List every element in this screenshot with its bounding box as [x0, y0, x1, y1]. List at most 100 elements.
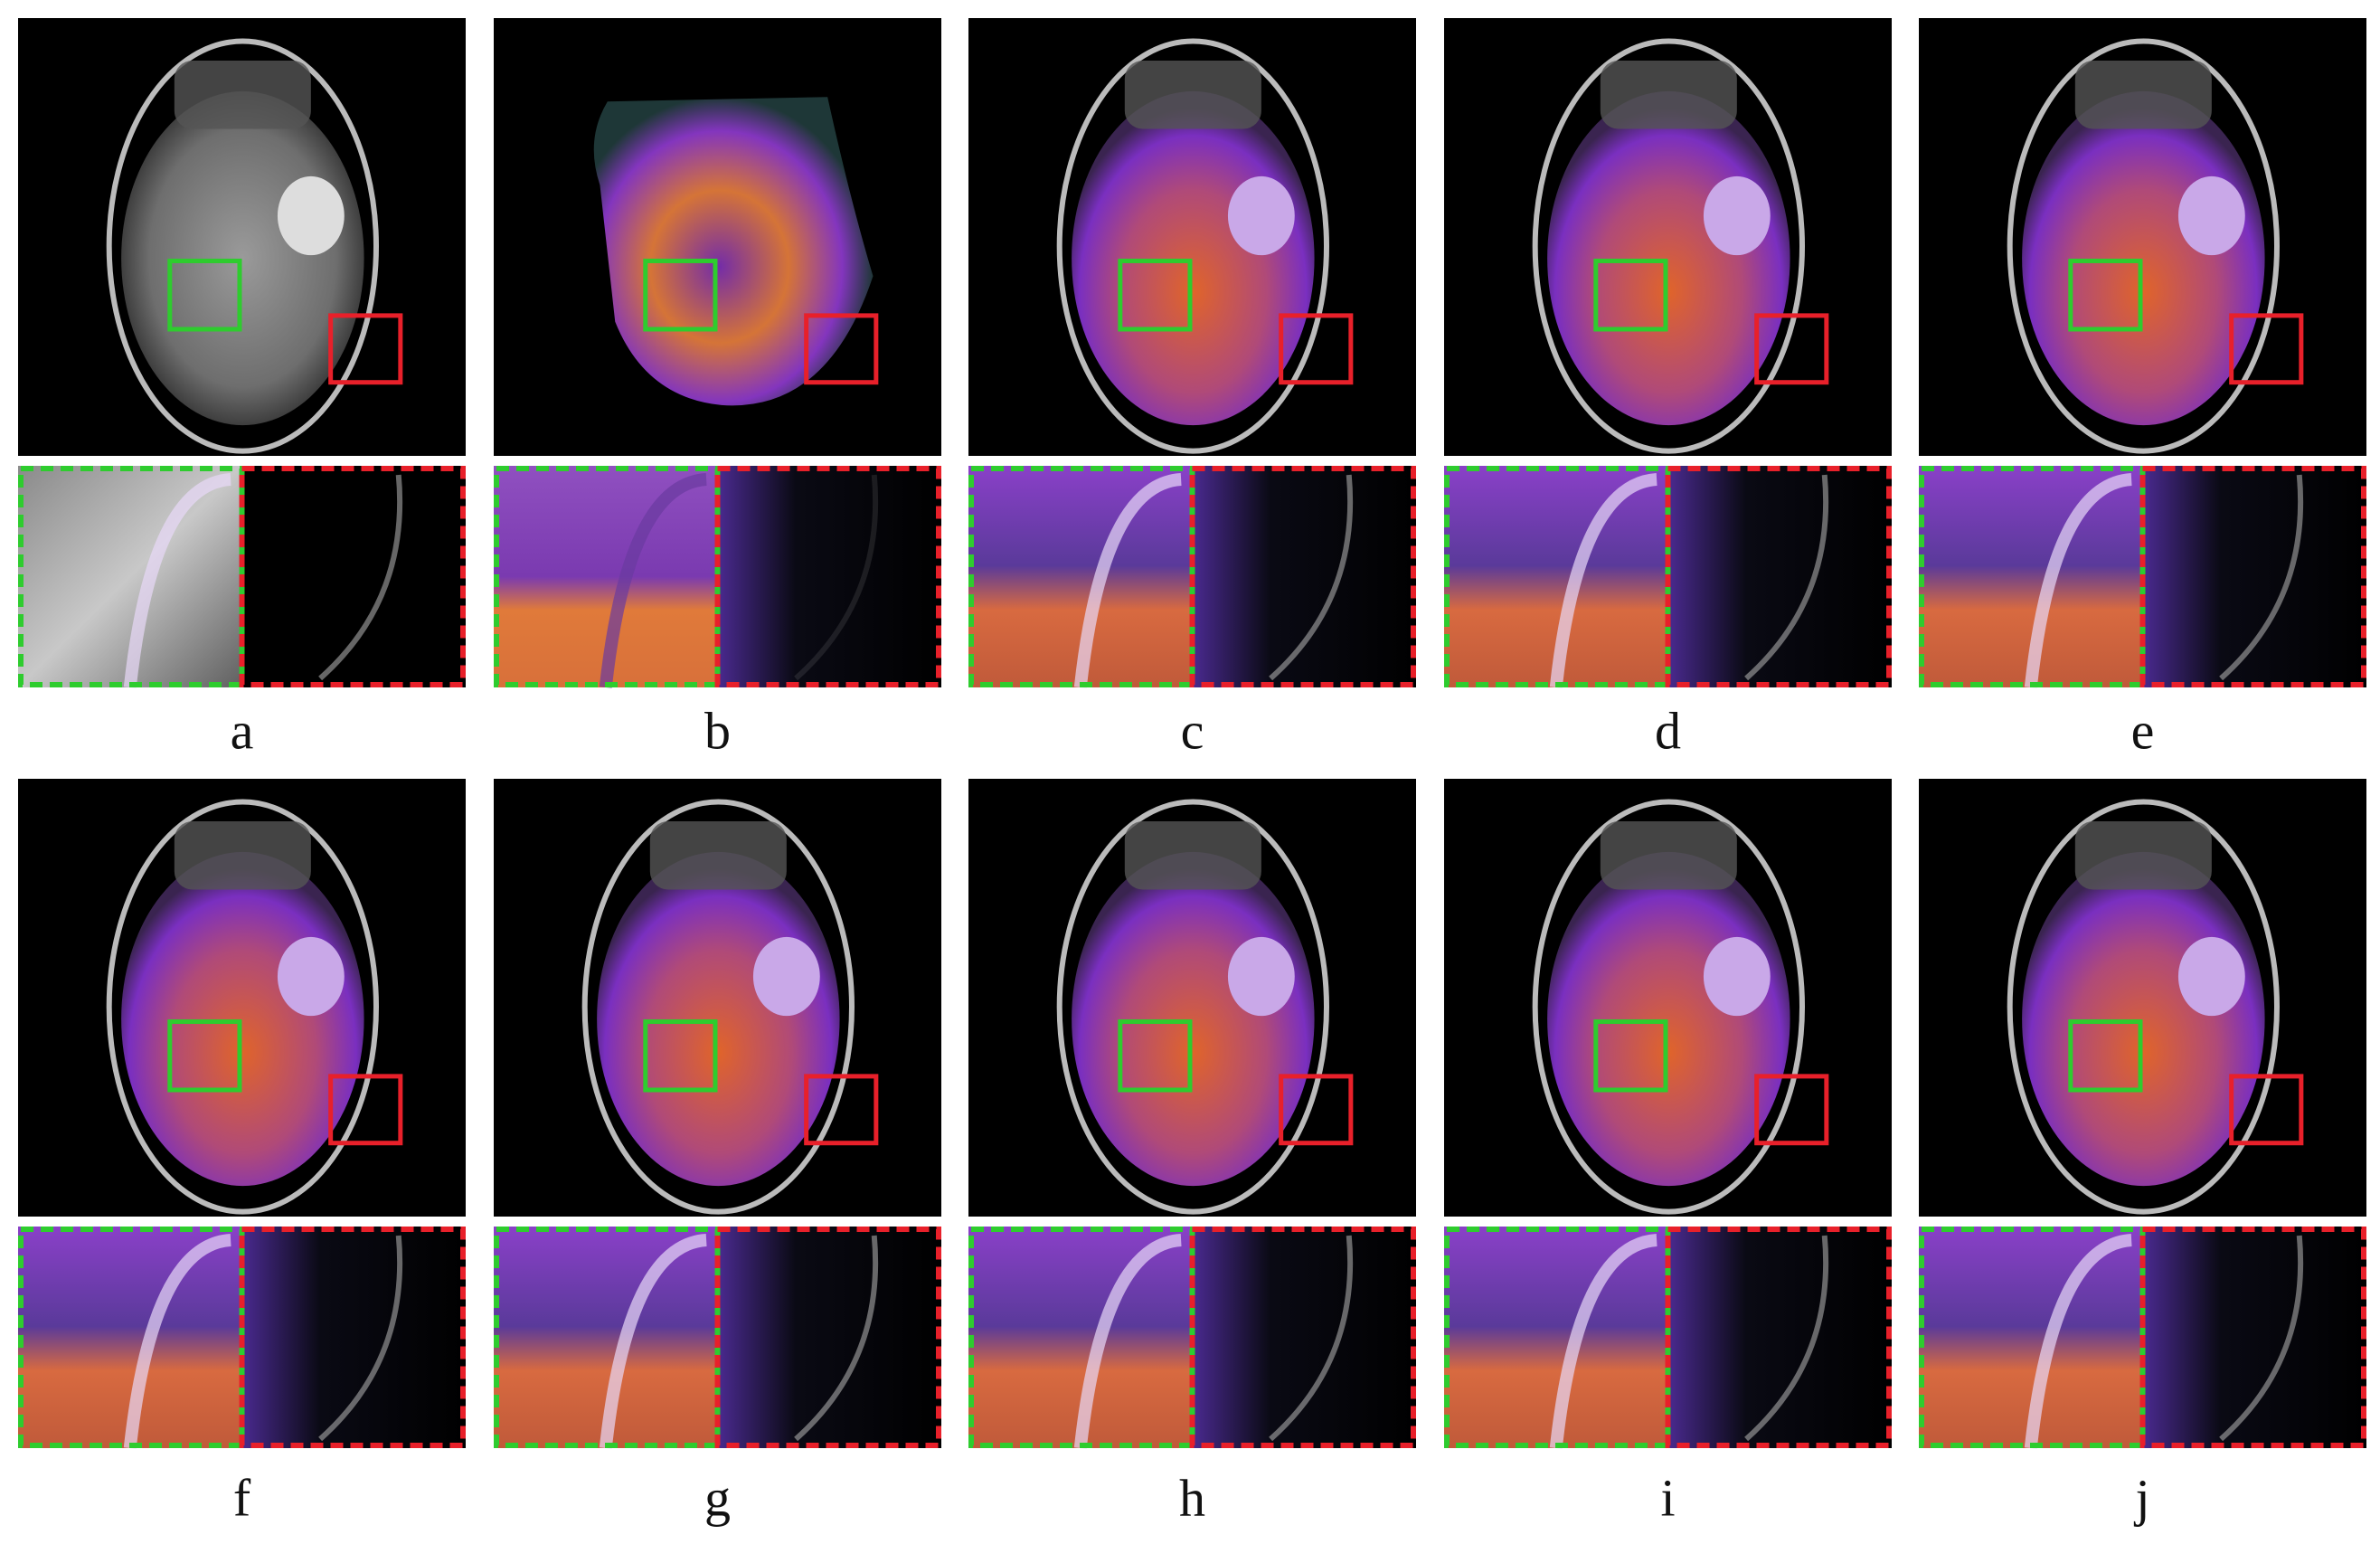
- zoom-red-border: [1665, 466, 1892, 687]
- green-roi: [643, 1018, 718, 1093]
- zoom-red-border: [239, 1227, 466, 1448]
- lesion: [2177, 175, 2245, 256]
- frontal: [174, 820, 311, 890]
- green-roi: [1118, 258, 1193, 332]
- zoom-red-border: [714, 1227, 941, 1448]
- red-roi: [328, 313, 403, 385]
- panel: i: [1444, 779, 1892, 1527]
- frontal: [1124, 820, 1261, 890]
- panel-label: i: [1660, 1468, 1675, 1527]
- zoom-red: [2142, 1227, 2366, 1448]
- skull: [2007, 38, 2280, 454]
- red-roi: [328, 1074, 403, 1146]
- panel: f: [18, 779, 466, 1527]
- red-roi: [2229, 313, 2304, 385]
- zoom-red: [2142, 466, 2366, 687]
- green-roi: [1118, 1018, 1193, 1093]
- panel-label: c: [1181, 701, 1204, 760]
- zoom-red: [241, 466, 466, 687]
- zoom-edge: [1269, 474, 1354, 681]
- zoom-red: [1192, 1227, 1416, 1448]
- panel-label: a: [231, 701, 254, 760]
- panel: j: [1919, 779, 2366, 1527]
- lesion: [752, 936, 820, 1017]
- skull: [1056, 799, 1329, 1215]
- zoom-edge: [1269, 1235, 1354, 1442]
- panel: d: [1444, 18, 1892, 760]
- lesion: [277, 936, 345, 1017]
- brain: [597, 851, 840, 1187]
- zoom-red-border: [1189, 466, 1416, 687]
- zoom-structure: [599, 1234, 707, 1449]
- frontal: [1124, 60, 1261, 129]
- lesion: [1703, 175, 1771, 256]
- zoom-edge: [318, 1235, 403, 1442]
- skull: [106, 799, 379, 1215]
- frontal: [2074, 820, 2212, 890]
- panel: b: [494, 18, 941, 760]
- skull: [581, 799, 855, 1215]
- frontal: [649, 820, 787, 890]
- green-roi: [2068, 258, 2143, 332]
- skull: [106, 38, 379, 454]
- red-roi: [1279, 1074, 1354, 1146]
- red-roi: [804, 1074, 879, 1146]
- panel-label: e: [2131, 701, 2155, 760]
- red-roi: [1279, 313, 1354, 385]
- red-roi: [1754, 313, 1829, 385]
- lesion: [1703, 936, 1771, 1017]
- zoom-red: [717, 466, 941, 687]
- zoom-red-border: [1189, 1227, 1416, 1448]
- zoom-structure: [599, 473, 707, 688]
- zoom-red-border: [239, 466, 466, 687]
- panel-label: b: [704, 701, 731, 760]
- zoom-red-border: [2139, 466, 2366, 687]
- zoom-red: [1667, 466, 1892, 687]
- brain: [121, 851, 364, 1187]
- brain: [1547, 851, 1790, 1187]
- zoom-structure: [123, 473, 231, 688]
- zoom-structure: [1549, 473, 1658, 688]
- lesion: [1227, 936, 1295, 1017]
- skull: [1532, 38, 1805, 454]
- zoom-structure: [1549, 1234, 1658, 1449]
- skull: [1056, 38, 1329, 454]
- zoom-structure: [2024, 473, 2132, 688]
- zoom-edge: [2219, 474, 2304, 681]
- zoom-edge: [2219, 1235, 2304, 1442]
- zoom-structure: [1073, 1234, 1182, 1449]
- zoom-red-border: [714, 466, 941, 687]
- red-roi: [1754, 1074, 1829, 1146]
- panel: c: [968, 18, 1416, 760]
- green-roi: [167, 258, 242, 332]
- brain: [1072, 90, 1315, 426]
- frontal: [1600, 820, 1737, 890]
- zoom-edge: [794, 1235, 879, 1442]
- frontal: [1600, 60, 1737, 129]
- panel-label: f: [233, 1468, 251, 1527]
- panel-label: d: [1655, 701, 1681, 760]
- skull: [2007, 799, 2280, 1215]
- zoom-structure: [123, 1234, 231, 1449]
- zoom-red-border: [1665, 1227, 1892, 1448]
- brain: [121, 90, 364, 426]
- panel-label: h: [1179, 1468, 1205, 1527]
- frontal: [2074, 60, 2212, 129]
- zoom-red: [241, 1227, 466, 1448]
- lesion: [2177, 936, 2245, 1017]
- panel: a: [18, 18, 466, 760]
- lesion: [1227, 175, 1295, 256]
- green-roi: [2068, 1018, 2143, 1093]
- zoom-red: [1192, 466, 1416, 687]
- green-roi: [1593, 1018, 1668, 1093]
- zoom-edge: [1744, 1235, 1829, 1442]
- zoom-structure: [2024, 1234, 2132, 1449]
- panel: g: [494, 779, 941, 1527]
- green-roi: [643, 258, 718, 332]
- brain: [2022, 851, 2265, 1187]
- panel: h: [968, 779, 1416, 1527]
- brain: [1547, 90, 1790, 426]
- red-roi: [804, 313, 879, 385]
